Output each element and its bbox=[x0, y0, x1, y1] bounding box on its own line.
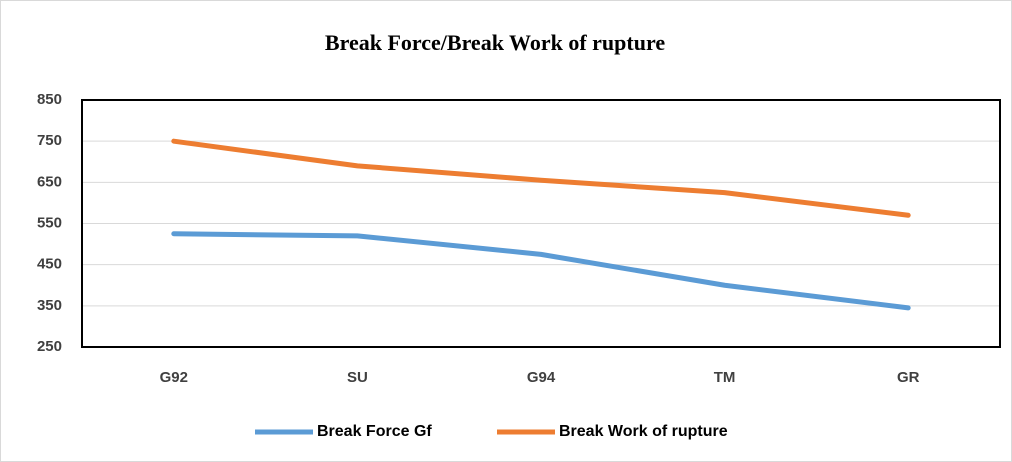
series-line bbox=[171, 231, 911, 311]
plot-border bbox=[81, 99, 1001, 348]
y-tick-label: 850 bbox=[37, 91, 62, 108]
chart-title: Break Force/Break Work of rupture bbox=[325, 30, 665, 55]
x-tick-label: G94 bbox=[527, 369, 556, 386]
y-tick-label: 350 bbox=[37, 297, 62, 314]
y-tick-label: 650 bbox=[37, 173, 62, 190]
legend-label: Break Force Gf bbox=[317, 423, 432, 440]
y-tick-label: 750 bbox=[37, 132, 62, 149]
y-tick-label: 250 bbox=[37, 338, 62, 355]
y-tick-label: 450 bbox=[37, 256, 62, 273]
legend-label: Break Work of rupture bbox=[559, 423, 728, 440]
series-line bbox=[171, 138, 911, 218]
y-tick-label: 550 bbox=[37, 214, 62, 231]
x-tick-label: TM bbox=[714, 369, 736, 386]
x-tick-label: GR bbox=[897, 369, 920, 386]
x-tick-label: SU bbox=[347, 369, 368, 386]
x-tick-label: G92 bbox=[160, 369, 188, 386]
